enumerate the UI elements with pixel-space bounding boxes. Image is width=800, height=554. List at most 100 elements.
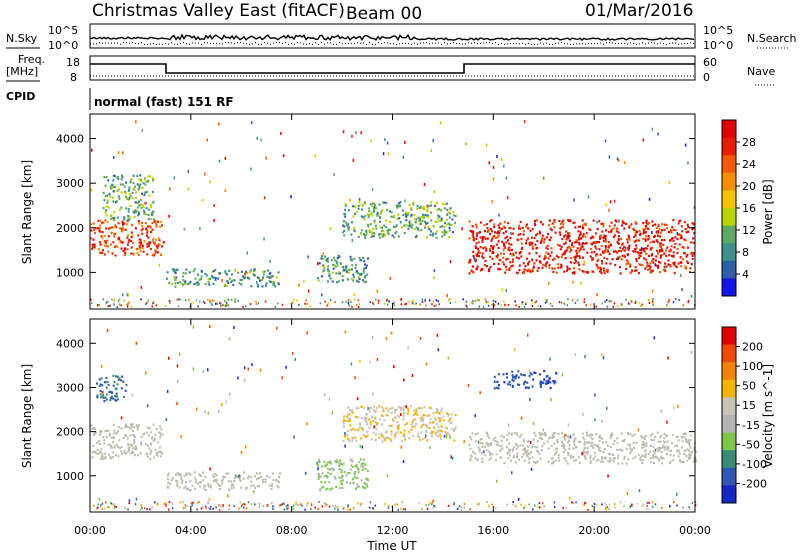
scatter-cell [117,378,120,381]
scatter-cell [346,278,349,281]
scatter-cell [612,453,615,456]
scatter-cell [134,201,137,204]
scatter-cell [195,282,198,285]
scatter-cell [639,456,642,459]
scatter-cell [604,249,607,252]
scatter-cell [657,450,660,453]
scatter-cell [572,433,575,436]
scatter-cell [334,477,337,480]
scatter-cell [499,456,502,459]
scatter-cell [352,437,355,440]
scatter-cell [369,212,372,215]
scatter-cell [676,492,678,496]
scatter-cell [389,439,392,442]
scatter-cell [144,303,147,306]
scatter-cell [617,237,620,240]
scatter-cell [601,353,603,357]
scatter-cell [134,211,137,214]
scatter-cell [390,211,393,214]
scatter-cell [635,239,638,242]
scatter-cell [307,255,309,259]
scatter-cell [343,470,346,474]
scatter-cell [181,283,184,286]
scatter-cell [529,398,531,401]
noise-search-point [321,42,322,43]
noise-search-point [687,43,688,45]
scatter-cell [386,141,389,145]
scatter-cell [401,209,404,212]
scatter-cell [543,442,546,445]
scatter-cell [198,473,201,476]
scatter-cell [430,201,433,204]
scatter-cell [656,249,658,252]
scatter-cell [262,273,265,276]
scatter-cell [320,481,323,484]
scatter-cell [113,156,115,159]
colorbar-tick-label: 16 [742,202,756,215]
colorbar-tick-label: -100 [742,458,767,471]
scatter-cell [259,368,262,372]
scatter-cell [513,375,516,378]
scatter-cell [373,219,376,222]
scatter-cell [686,448,689,451]
scatter-cell [140,435,143,438]
scatter-cell [573,221,576,224]
scatter-cell [642,459,645,462]
scatter-cell [433,204,436,208]
scatter-cell [326,461,329,464]
scatter-cell [585,431,588,434]
scatter-cell [137,424,140,427]
scatter-cell [578,236,581,239]
scatter-cell [516,238,519,241]
scatter-cell [539,380,542,383]
scatter-cell [564,234,567,237]
scatter-cell [260,278,263,281]
scatter-cell [465,142,467,146]
noise-search-point [411,43,412,45]
scatter-cell [128,499,131,503]
scatter-cell [146,301,148,304]
scatter-cell [360,229,363,232]
scatter-cell [489,266,492,269]
noise-search-point [504,43,505,45]
scatter-cell [508,226,511,229]
scatter-cell [477,250,480,253]
scatter-cell [361,216,364,219]
scatter-cell [511,370,514,373]
scatter-cell [469,454,472,457]
scatter-cell [659,440,662,443]
scatter-cell [366,434,369,437]
scatter-cell [485,247,488,250]
scatter-cell [212,282,215,285]
scatter-cell [362,462,365,465]
scatter-cell [164,305,167,307]
scatter-cell [157,441,160,444]
scatter-cell [519,233,522,236]
scatter-cell [547,224,550,227]
scatter-cell [252,269,255,272]
scatter-cell [646,244,649,247]
colorbar-tick-label: -50 [742,438,760,451]
scatter-cell [132,187,135,190]
scatter-cell [113,432,116,435]
scatter-cell [682,246,685,249]
scatter-cell [391,406,394,409]
scatter-cell [681,288,683,291]
scatter-cell [225,400,227,404]
noise-search-point [318,43,319,45]
scatter-cell [496,386,499,389]
scatter-cell [225,284,228,287]
scatter-cell [116,306,119,308]
scatter-cell [354,205,357,208]
scatter-cell [543,241,545,244]
scatter-cell [102,206,105,210]
scatter-cell [136,247,138,251]
scatter-cell [656,431,659,434]
scatter-cell [690,241,693,244]
scatter-cell [423,414,425,417]
scatter-cell [651,300,654,303]
scatter-cell [440,425,443,428]
scatter-cell [693,231,696,235]
scatter-cell [563,438,566,441]
scatter-cell [425,304,427,307]
